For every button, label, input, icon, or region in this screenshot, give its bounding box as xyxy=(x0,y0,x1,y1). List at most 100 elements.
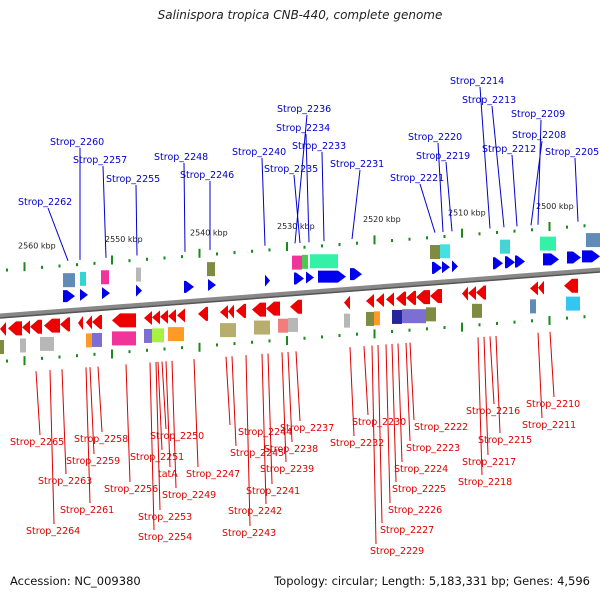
scale-tick-top xyxy=(356,241,358,245)
cog-category-box xyxy=(92,332,102,347)
genome-backbone xyxy=(0,267,600,319)
reverse-gene-arrow xyxy=(78,316,83,331)
scale-tick-top xyxy=(93,261,96,265)
scale-tick-bottom xyxy=(76,354,78,358)
reverse-gene-label: Strop_2250 xyxy=(150,431,204,442)
scale-tick-top xyxy=(496,230,498,234)
scale-tick-bottom xyxy=(286,336,288,346)
reverse-gene-arrow xyxy=(468,286,476,301)
forward-gene-label: Strop_2209 xyxy=(511,109,565,120)
forward-label-leader xyxy=(351,169,361,240)
forward-gene-label: Strop_2257 xyxy=(73,155,127,166)
cog-category-box xyxy=(566,296,580,311)
reverse-gene-label: Strop_2245 xyxy=(230,448,284,459)
scale-tick-bottom xyxy=(268,339,271,343)
reverse-label-leader xyxy=(125,364,131,483)
cog-category-box xyxy=(302,254,308,269)
reverse-gene-label: Strop_2242 xyxy=(228,506,282,517)
reverse-gene-label: Strop_2210 xyxy=(526,399,580,410)
reverse-label-leader xyxy=(477,337,483,476)
reverse-gene-label: Strop_2244 xyxy=(238,427,292,438)
scale-tick-top xyxy=(58,264,61,268)
scale-tick-bottom xyxy=(111,349,113,359)
forward-label-leader xyxy=(321,151,325,242)
forward-gene-arrow xyxy=(80,288,88,301)
scale-tick-top xyxy=(181,255,183,259)
reverse-gene-arrow xyxy=(252,302,266,317)
scale-tick-bottom xyxy=(216,343,218,347)
forward-label-leader xyxy=(293,174,301,244)
reverse-label-leader xyxy=(409,342,415,421)
reverse-gene-label: Strop_2229 xyxy=(370,546,424,557)
reverse-gene-arrow xyxy=(0,322,6,336)
forward-gene-arrow xyxy=(265,274,270,287)
scale-tick-bottom xyxy=(548,315,551,325)
reverse-label-leader xyxy=(61,369,67,475)
cog-category-box xyxy=(20,338,26,353)
scale-tick-top xyxy=(443,234,446,238)
scale-tick-bottom xyxy=(146,348,148,352)
reverse-gene-arrow xyxy=(60,317,70,332)
scale-tick-label: 2560 kbp xyxy=(18,242,56,251)
reverse-label-leader xyxy=(245,355,251,527)
scale-tick-top xyxy=(233,251,236,255)
reverse-gene-label: Strop_2264 xyxy=(26,526,80,537)
cog-category-box xyxy=(310,254,338,269)
reverse-gene-label: Strop_2258 xyxy=(74,434,128,445)
reverse-gene-arrow xyxy=(564,278,578,293)
scale-tick-bottom xyxy=(356,332,358,336)
reverse-gene-label: Strop_2247 xyxy=(186,469,240,480)
forward-label-leader xyxy=(261,157,266,246)
forward-gene-label: Strop_2233 xyxy=(292,141,346,152)
reverse-gene-arrow xyxy=(386,292,394,307)
scale-tick-bottom xyxy=(408,328,411,332)
reverse-gene-label: Strop_2253 xyxy=(138,512,192,523)
scale-tick-top xyxy=(216,252,218,256)
forward-gene-arrow xyxy=(515,255,525,268)
cog-category-box xyxy=(402,309,426,324)
reverse-gene-arrow xyxy=(344,295,350,310)
reverse-gene-label: Strop_2232 xyxy=(330,438,384,449)
reverse-gene-arrow xyxy=(152,310,160,325)
reverse-gene-label: Strop_2215 xyxy=(478,435,532,446)
forward-gene-label: Strop_2231 xyxy=(330,159,384,170)
reverse-gene-arrow xyxy=(266,301,280,316)
forward-gene-arrow xyxy=(102,287,110,300)
reverse-gene-label: Strop_2211 xyxy=(522,420,576,431)
scale-tick-bottom xyxy=(461,322,463,332)
forward-gene-label: Strop_2212 xyxy=(482,144,536,155)
reverse-gene-arrow xyxy=(406,290,416,305)
reverse-gene-arrow xyxy=(530,281,538,296)
cog-category-box xyxy=(152,328,164,343)
reverse-gene-label: Strop_2230 xyxy=(352,417,406,428)
reverse-gene-label: Strop_2223 xyxy=(406,443,460,454)
forward-gene-arrow xyxy=(63,290,75,303)
scale-tick-top xyxy=(268,248,271,252)
cog-category-box xyxy=(144,328,152,343)
forward-label-leader xyxy=(530,140,543,226)
cog-category-box xyxy=(80,271,86,286)
cog-category-box xyxy=(63,273,75,288)
scale-tick-label: 2530 kbp xyxy=(277,222,315,231)
reverse-gene-label: Strop_2263 xyxy=(38,476,92,487)
scale-tick-top xyxy=(373,235,376,245)
forward-gene-arrow xyxy=(442,261,450,274)
cog-category-box xyxy=(136,267,141,282)
cog-category-box xyxy=(440,244,450,259)
reverse-gene-arrow xyxy=(476,285,486,300)
scale-tick-top xyxy=(426,236,428,240)
scale-tick-bottom xyxy=(128,350,131,354)
forward-gene-label: Strop_2213 xyxy=(462,95,516,106)
reverse-label-leader xyxy=(225,356,231,426)
scale-tick-label: 2500 kbp xyxy=(536,202,574,211)
reverse-label-leader xyxy=(483,336,489,456)
reverse-gene-arrow xyxy=(290,299,302,314)
scale-tick-top xyxy=(513,229,516,233)
scale-tick-bottom xyxy=(233,342,236,346)
reverse-label-leader xyxy=(549,331,555,398)
reverse-gene-label: Strop_2225 xyxy=(392,484,446,495)
cog-category-box xyxy=(278,318,288,333)
cog-category-box xyxy=(540,236,556,251)
scale-tick-top xyxy=(566,225,568,229)
scale-tick-bottom xyxy=(321,335,323,339)
